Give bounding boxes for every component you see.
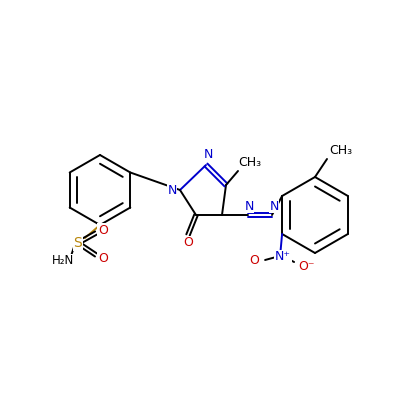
Text: O: O <box>98 224 108 236</box>
Text: N: N <box>269 200 279 212</box>
Text: O⁻: O⁻ <box>298 260 314 274</box>
Text: O: O <box>249 254 259 266</box>
Text: N⁺: N⁺ <box>275 250 291 264</box>
Text: N: N <box>244 200 254 212</box>
Text: H₂N: H₂N <box>52 254 74 268</box>
Text: CH₃: CH₃ <box>238 156 262 170</box>
Text: S: S <box>74 236 82 250</box>
Text: CH₃: CH₃ <box>330 144 352 158</box>
Text: O: O <box>183 236 193 250</box>
Text: N: N <box>203 148 213 162</box>
Text: O: O <box>98 252 108 264</box>
Text: N: N <box>167 184 177 196</box>
